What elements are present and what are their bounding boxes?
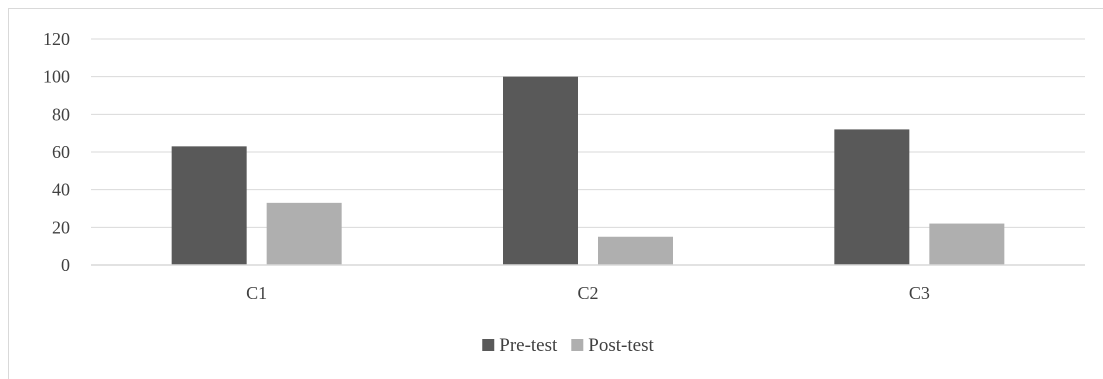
bar-post-test-c2 bbox=[598, 236, 673, 265]
y-tick-label: 0 bbox=[61, 255, 70, 275]
y-tick-label: 20 bbox=[52, 217, 70, 237]
legend-swatch bbox=[571, 339, 584, 351]
x-tick-label: C2 bbox=[577, 283, 598, 303]
y-tick-label: 60 bbox=[52, 142, 70, 162]
y-tick-label: 80 bbox=[52, 104, 70, 124]
bar-post-test-c1 bbox=[266, 202, 342, 265]
legend-label: Pre-test bbox=[499, 335, 558, 356]
y-tick-label: 120 bbox=[43, 29, 70, 49]
bar-post-test-c3 bbox=[929, 223, 1005, 265]
y-tick-label: 40 bbox=[52, 180, 70, 200]
bars bbox=[171, 76, 1005, 266]
bar-pre-test-c3 bbox=[834, 129, 910, 265]
gridlines bbox=[91, 38, 1085, 228]
chart-frame bbox=[8, 8, 1103, 379]
bar-pre-test-c2 bbox=[503, 76, 578, 266]
legend-label: Post-test bbox=[588, 335, 654, 356]
y-axis-tick-labels: 0 20 40 60 80 100 120 bbox=[43, 29, 70, 275]
x-axis-tick-labels: C1 C2 C3 bbox=[246, 283, 930, 303]
x-tick-label: C3 bbox=[909, 283, 930, 303]
y-tick-label: 100 bbox=[43, 67, 70, 87]
legend-swatch bbox=[482, 339, 495, 351]
bar-pre-test-c1 bbox=[171, 146, 247, 265]
x-tick-label: C1 bbox=[246, 283, 267, 303]
legend: Pre-test Post-test bbox=[482, 335, 654, 356]
